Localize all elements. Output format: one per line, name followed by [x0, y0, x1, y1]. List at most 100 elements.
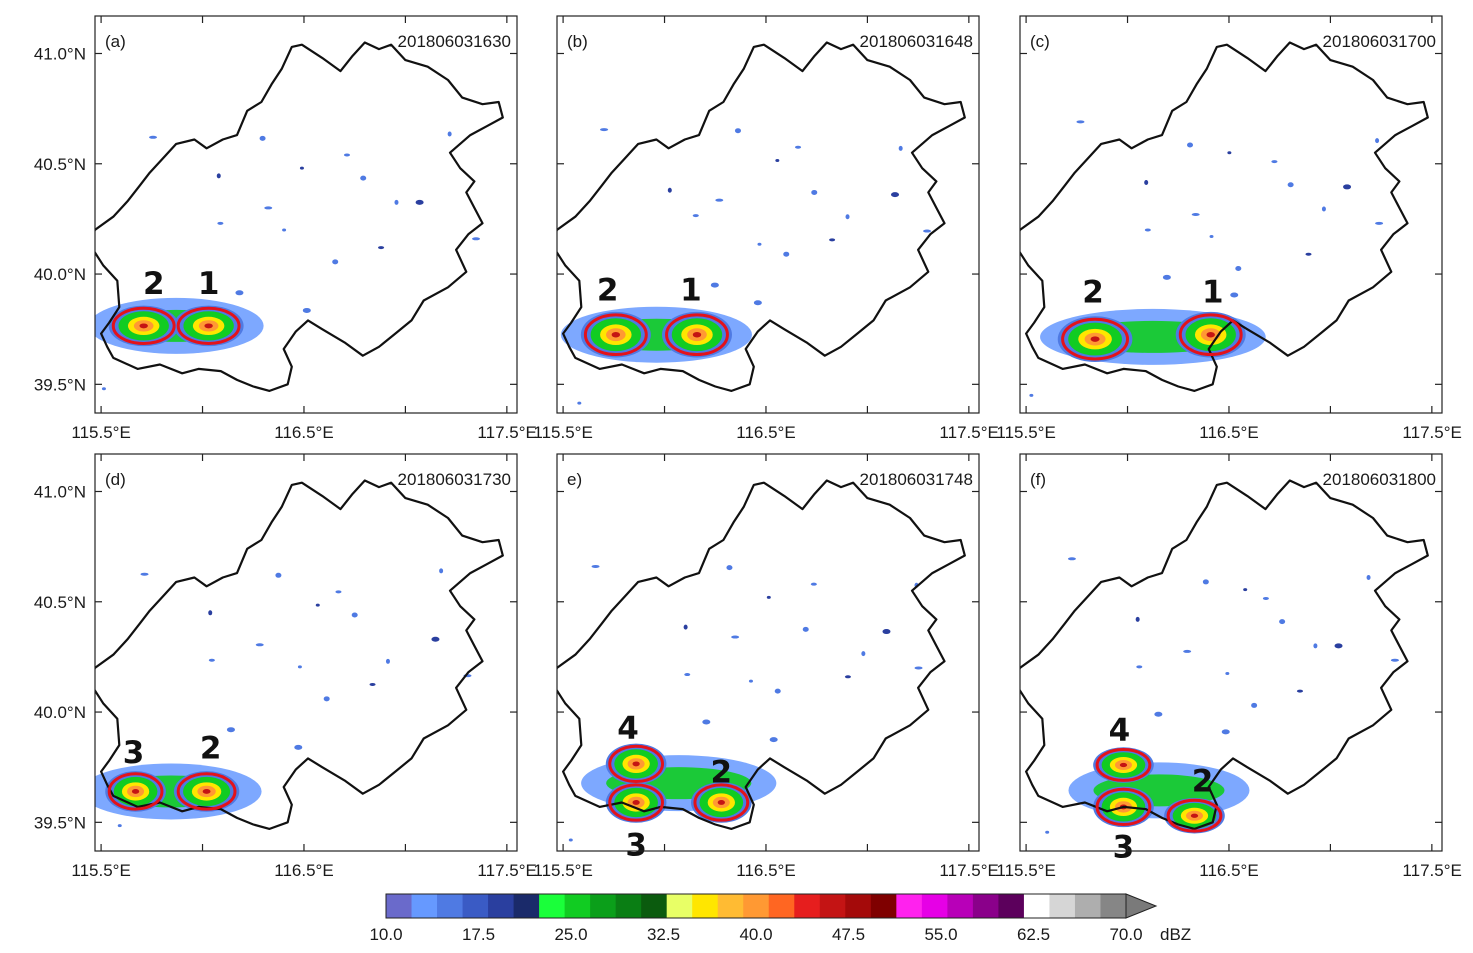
- colorbar-segment: [641, 894, 668, 918]
- colorbar-segment: [998, 894, 1025, 918]
- storm-echo: [1119, 762, 1128, 768]
- weak-echo: [844, 675, 851, 679]
- storm-number: 1: [1202, 275, 1224, 311]
- weak-echo: [591, 564, 600, 568]
- storm-circle: [1166, 798, 1223, 833]
- weak-echo: [753, 300, 762, 306]
- weak-echo: [577, 401, 582, 405]
- storm-echo: [1206, 331, 1215, 338]
- colorbar-segment: [488, 894, 515, 918]
- weak-echo: [783, 251, 790, 257]
- panel-label: (a): [105, 32, 126, 51]
- weak-echo: [1287, 182, 1294, 188]
- storm-echo: [1090, 336, 1100, 342]
- lon-tick-label: 117.5°E: [477, 423, 536, 442]
- colorbar-segment: [666, 894, 693, 918]
- colorbar-segment: [1049, 894, 1076, 918]
- panel-timestamp: 201806031648: [860, 32, 973, 51]
- weak-echo: [684, 673, 691, 677]
- lon-tick-label: 117.5°E: [939, 423, 998, 442]
- storm-number: 2: [711, 755, 733, 791]
- storm-circle: [1061, 317, 1130, 361]
- weak-echo: [923, 229, 932, 233]
- storm-number: 2: [1082, 275, 1104, 311]
- weak-echo: [568, 838, 573, 842]
- lon-tick-label: 117.5°E: [477, 861, 536, 880]
- colorbar-segment: [794, 894, 821, 918]
- map-content: [95, 479, 504, 830]
- storm-echo: [632, 800, 640, 805]
- weak-echo: [829, 238, 836, 242]
- panel-label: (b): [567, 32, 588, 51]
- weak-echo: [1227, 151, 1232, 155]
- storm-circle: [608, 744, 664, 784]
- weak-echo: [149, 135, 158, 139]
- storm-echo: [204, 323, 213, 329]
- colorbar-segment: [819, 894, 846, 918]
- beijing-boundary: [1020, 41, 1429, 392]
- storm-echo: [131, 789, 140, 794]
- storm-circle: [665, 313, 729, 357]
- panel-timestamp: 201806031800: [1323, 470, 1436, 489]
- weak-echo: [692, 214, 699, 218]
- lat-tick-label: 39.5°N: [34, 813, 86, 832]
- storm-number: 4: [617, 710, 639, 746]
- weak-echo: [369, 682, 376, 686]
- storm-circle: [111, 306, 176, 346]
- weak-echo: [891, 192, 900, 198]
- weak-echo: [1136, 665, 1143, 669]
- weak-echo: [882, 629, 891, 635]
- map-panel-4: 3 2 (d) 201806031730 41.0°N 40.5°N 40.0°N 39.5°…: [34, 453, 537, 880]
- storm-number: 4: [1109, 713, 1131, 749]
- lon-tick-label: 115.5°E: [996, 861, 1055, 880]
- weak-echo: [1144, 180, 1149, 186]
- weak-echo: [710, 282, 719, 288]
- colorbar-segment: [462, 894, 489, 918]
- weak-echo: [775, 158, 780, 162]
- colorbar-label: 32.5: [647, 925, 680, 944]
- storm-echo: [692, 331, 702, 338]
- lon-tick-label: 117.5°E: [1402, 861, 1461, 880]
- weak-echo: [439, 568, 444, 574]
- colorbar-segment: [386, 894, 413, 918]
- beijing-boundary: [557, 41, 966, 392]
- colorbar-label: 17.5: [462, 925, 495, 944]
- colorbar-segment: [692, 894, 719, 918]
- colorbar-segment: [615, 894, 642, 918]
- weak-echo: [845, 214, 850, 220]
- weak-echo: [667, 187, 672, 193]
- weak-echo: [323, 696, 330, 702]
- weak-echo: [1375, 138, 1380, 144]
- weak-echo: [235, 290, 244, 296]
- colorbar: 10.0 17.5 25.0 32.5 40.0 47.5 55.0 62.5 70.0 dBZ: [369, 893, 1191, 944]
- weak-echo: [1271, 160, 1278, 164]
- storm-number: 3: [1113, 830, 1135, 866]
- weak-echo: [275, 572, 282, 578]
- lon-tick-label: 115.5°E: [533, 423, 592, 442]
- storm-circle: [176, 772, 237, 811]
- weak-echo: [415, 199, 424, 205]
- storm-number: 2: [597, 272, 619, 308]
- weak-echo: [1076, 120, 1085, 124]
- weak-echo: [734, 128, 741, 134]
- weak-echo: [757, 242, 762, 246]
- map-frame: [1019, 453, 1443, 852]
- storm-echo: [1190, 813, 1199, 818]
- weak-echo: [1313, 643, 1318, 649]
- colorbar-unit: dBZ: [1160, 925, 1191, 944]
- weak-echo: [335, 590, 342, 594]
- weak-echo: [1183, 649, 1192, 653]
- weak-echo: [117, 824, 122, 828]
- storm-circle: [107, 772, 164, 811]
- colorbar-segment: [743, 894, 770, 918]
- map-content: [1020, 479, 1429, 834]
- weak-echo: [898, 145, 903, 151]
- panel-timestamp: 201806031630: [398, 32, 511, 51]
- weak-echo: [748, 679, 753, 683]
- weak-echo: [1045, 830, 1050, 834]
- map-frame: [556, 15, 980, 414]
- weak-echo: [264, 206, 273, 210]
- weak-echo: [332, 259, 339, 265]
- map-background: [95, 16, 517, 413]
